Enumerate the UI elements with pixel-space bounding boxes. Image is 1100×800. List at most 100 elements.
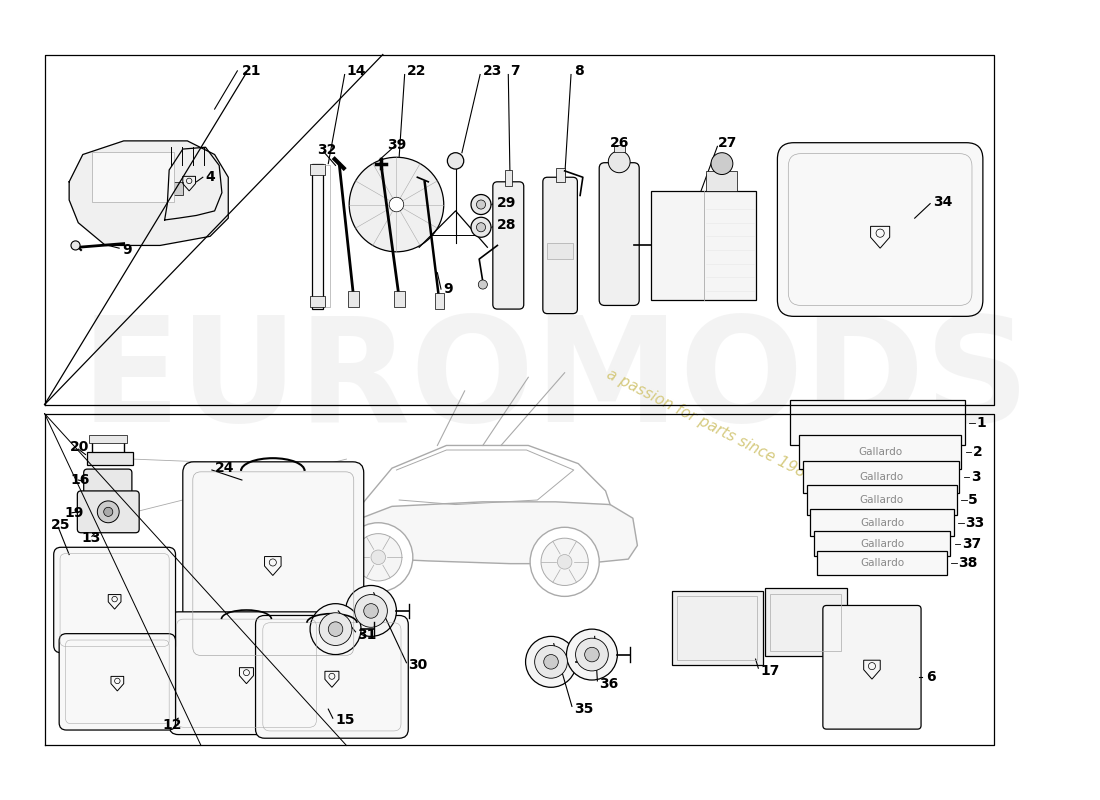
Text: 5: 5 xyxy=(968,493,978,507)
Text: 32: 32 xyxy=(318,143,337,157)
FancyBboxPatch shape xyxy=(59,634,176,730)
Text: 30: 30 xyxy=(408,658,428,673)
Text: Gallardo: Gallardo xyxy=(859,495,903,505)
Bar xyxy=(138,174,165,191)
Circle shape xyxy=(566,629,617,680)
Bar xyxy=(101,179,129,195)
Text: 34: 34 xyxy=(933,194,953,209)
FancyBboxPatch shape xyxy=(77,491,140,533)
Circle shape xyxy=(319,613,352,646)
Text: 4: 4 xyxy=(206,170,216,184)
Text: 39: 39 xyxy=(387,138,407,153)
Circle shape xyxy=(328,622,343,636)
Circle shape xyxy=(354,534,402,581)
Circle shape xyxy=(478,280,487,289)
Circle shape xyxy=(535,646,568,678)
Bar xyxy=(817,551,946,574)
FancyBboxPatch shape xyxy=(600,162,639,306)
Text: 14: 14 xyxy=(346,64,366,78)
Bar xyxy=(434,293,443,309)
Circle shape xyxy=(543,654,559,669)
Text: Gallardo: Gallardo xyxy=(860,558,904,568)
Bar xyxy=(349,291,360,307)
Bar xyxy=(800,434,961,469)
Text: 19: 19 xyxy=(65,506,84,520)
Bar xyxy=(138,156,165,173)
Text: 33: 33 xyxy=(966,516,984,530)
Text: 12: 12 xyxy=(163,718,183,733)
Bar xyxy=(810,509,954,536)
Bar xyxy=(505,170,512,186)
Text: 28: 28 xyxy=(496,218,516,233)
Circle shape xyxy=(389,198,404,212)
FancyBboxPatch shape xyxy=(84,469,132,494)
Circle shape xyxy=(97,501,119,522)
Circle shape xyxy=(541,538,589,586)
Circle shape xyxy=(371,550,386,565)
Circle shape xyxy=(711,153,733,174)
Bar xyxy=(87,452,133,466)
Circle shape xyxy=(72,241,80,250)
FancyBboxPatch shape xyxy=(255,615,408,738)
Circle shape xyxy=(364,604,378,618)
Text: 6: 6 xyxy=(926,670,936,684)
Circle shape xyxy=(530,527,600,596)
FancyBboxPatch shape xyxy=(169,612,323,734)
Bar xyxy=(705,171,737,191)
Text: 8: 8 xyxy=(574,64,583,78)
Text: Gallardo: Gallardo xyxy=(859,472,903,482)
Bar xyxy=(310,296,324,307)
Text: 17: 17 xyxy=(760,664,780,678)
FancyBboxPatch shape xyxy=(183,462,364,666)
Text: 38: 38 xyxy=(958,556,978,570)
Circle shape xyxy=(103,507,113,516)
Circle shape xyxy=(575,638,608,671)
Text: 36: 36 xyxy=(600,677,618,690)
Text: 2: 2 xyxy=(972,445,982,459)
Text: 31: 31 xyxy=(358,627,376,642)
Bar xyxy=(89,435,128,442)
Text: 21: 21 xyxy=(242,64,262,78)
Bar xyxy=(548,242,573,259)
Bar xyxy=(770,594,842,651)
Bar xyxy=(310,164,324,174)
Bar xyxy=(614,145,625,152)
Polygon shape xyxy=(69,141,229,246)
Circle shape xyxy=(471,194,491,214)
Bar xyxy=(101,158,129,174)
Bar xyxy=(92,152,174,202)
Text: 9: 9 xyxy=(122,243,132,257)
FancyBboxPatch shape xyxy=(54,547,176,653)
Polygon shape xyxy=(165,147,222,220)
Circle shape xyxy=(608,151,630,173)
Text: 15: 15 xyxy=(336,713,355,727)
Bar xyxy=(556,168,564,182)
Circle shape xyxy=(526,636,576,687)
Bar xyxy=(394,291,405,307)
Circle shape xyxy=(343,522,412,592)
FancyBboxPatch shape xyxy=(493,182,524,309)
FancyBboxPatch shape xyxy=(823,606,921,729)
Text: Gallardo: Gallardo xyxy=(860,518,904,528)
Text: 1: 1 xyxy=(977,416,987,430)
Bar xyxy=(803,461,959,493)
Circle shape xyxy=(310,604,361,654)
Text: 16: 16 xyxy=(70,473,89,487)
Bar xyxy=(651,191,756,300)
Bar xyxy=(806,485,957,514)
Text: 25: 25 xyxy=(51,518,70,533)
Polygon shape xyxy=(301,502,637,564)
FancyBboxPatch shape xyxy=(542,178,578,314)
Text: 13: 13 xyxy=(81,531,100,545)
Text: 7: 7 xyxy=(510,64,519,78)
Text: 26: 26 xyxy=(610,136,629,150)
Text: a passion for parts since 1985: a passion for parts since 1985 xyxy=(604,366,816,485)
Circle shape xyxy=(471,218,491,238)
Text: 35: 35 xyxy=(574,702,593,716)
Circle shape xyxy=(558,554,572,569)
FancyBboxPatch shape xyxy=(778,142,983,316)
Text: 27: 27 xyxy=(717,136,737,150)
Circle shape xyxy=(345,586,396,636)
Bar xyxy=(672,591,763,666)
Circle shape xyxy=(585,647,600,662)
